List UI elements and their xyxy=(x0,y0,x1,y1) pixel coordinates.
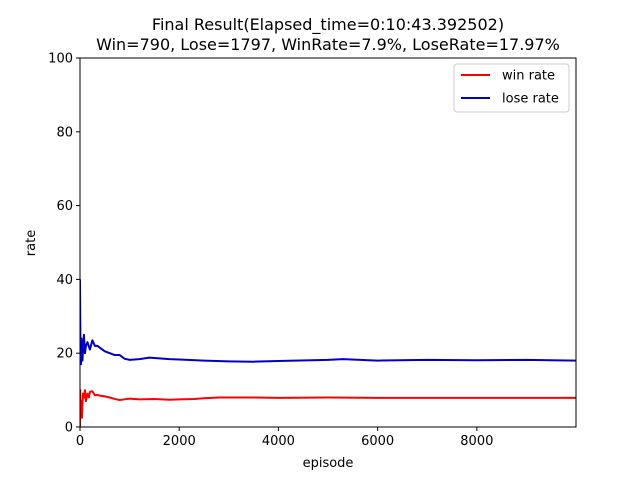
series-layer xyxy=(80,279,576,427)
y-tick-label: 80 xyxy=(56,125,73,140)
y-tick-label: 40 xyxy=(56,273,73,288)
x-tick-label: 4000 xyxy=(262,434,295,449)
x-tick-label: 6000 xyxy=(361,434,394,449)
x-axis: 0 2000 4000 6000 8000 xyxy=(76,427,493,449)
y-axis: 0 20 40 60 80 100 xyxy=(48,52,80,436)
chart-title-line2: Win=790, Lose=1797, WinRate=7.9%, LoseRa… xyxy=(96,35,560,54)
y-tick-label: 100 xyxy=(48,52,73,67)
plot-frame xyxy=(79,57,577,428)
y-axis-label: rate xyxy=(24,230,39,256)
y-tick-label: 60 xyxy=(56,199,73,214)
y-tick-label: 0 xyxy=(65,421,73,436)
chart-title-line1: Final Result(Elapsed_time=0:10:43.392502… xyxy=(152,15,504,35)
legend-label-lose-rate: lose rate xyxy=(502,92,559,107)
x-axis-label: episode xyxy=(303,456,354,471)
y-tick-label: 20 xyxy=(56,347,73,362)
series-line-lose-rate xyxy=(80,279,576,366)
series-line-win-rate xyxy=(80,389,576,427)
legend-label-win-rate: win rate xyxy=(502,69,555,84)
x-tick-label: 8000 xyxy=(460,434,493,449)
x-tick-label: 0 xyxy=(76,434,84,449)
x-tick-label: 2000 xyxy=(163,434,196,449)
legend: win rate lose rate xyxy=(453,63,570,113)
